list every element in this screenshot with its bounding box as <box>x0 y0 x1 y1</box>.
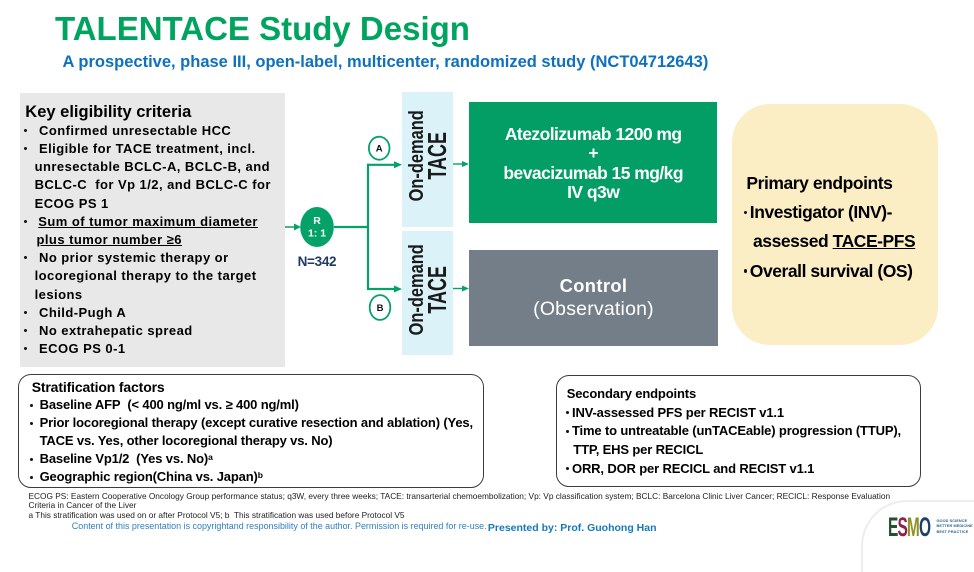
svg-text:ESMO: ESMO <box>888 517 930 539</box>
svg-text:R: R <box>313 215 321 227</box>
svg-text:1: 1: 1: 1 <box>308 228 326 240</box>
svg-text:A: A <box>376 144 383 155</box>
svg-text:B: B <box>377 303 384 314</box>
